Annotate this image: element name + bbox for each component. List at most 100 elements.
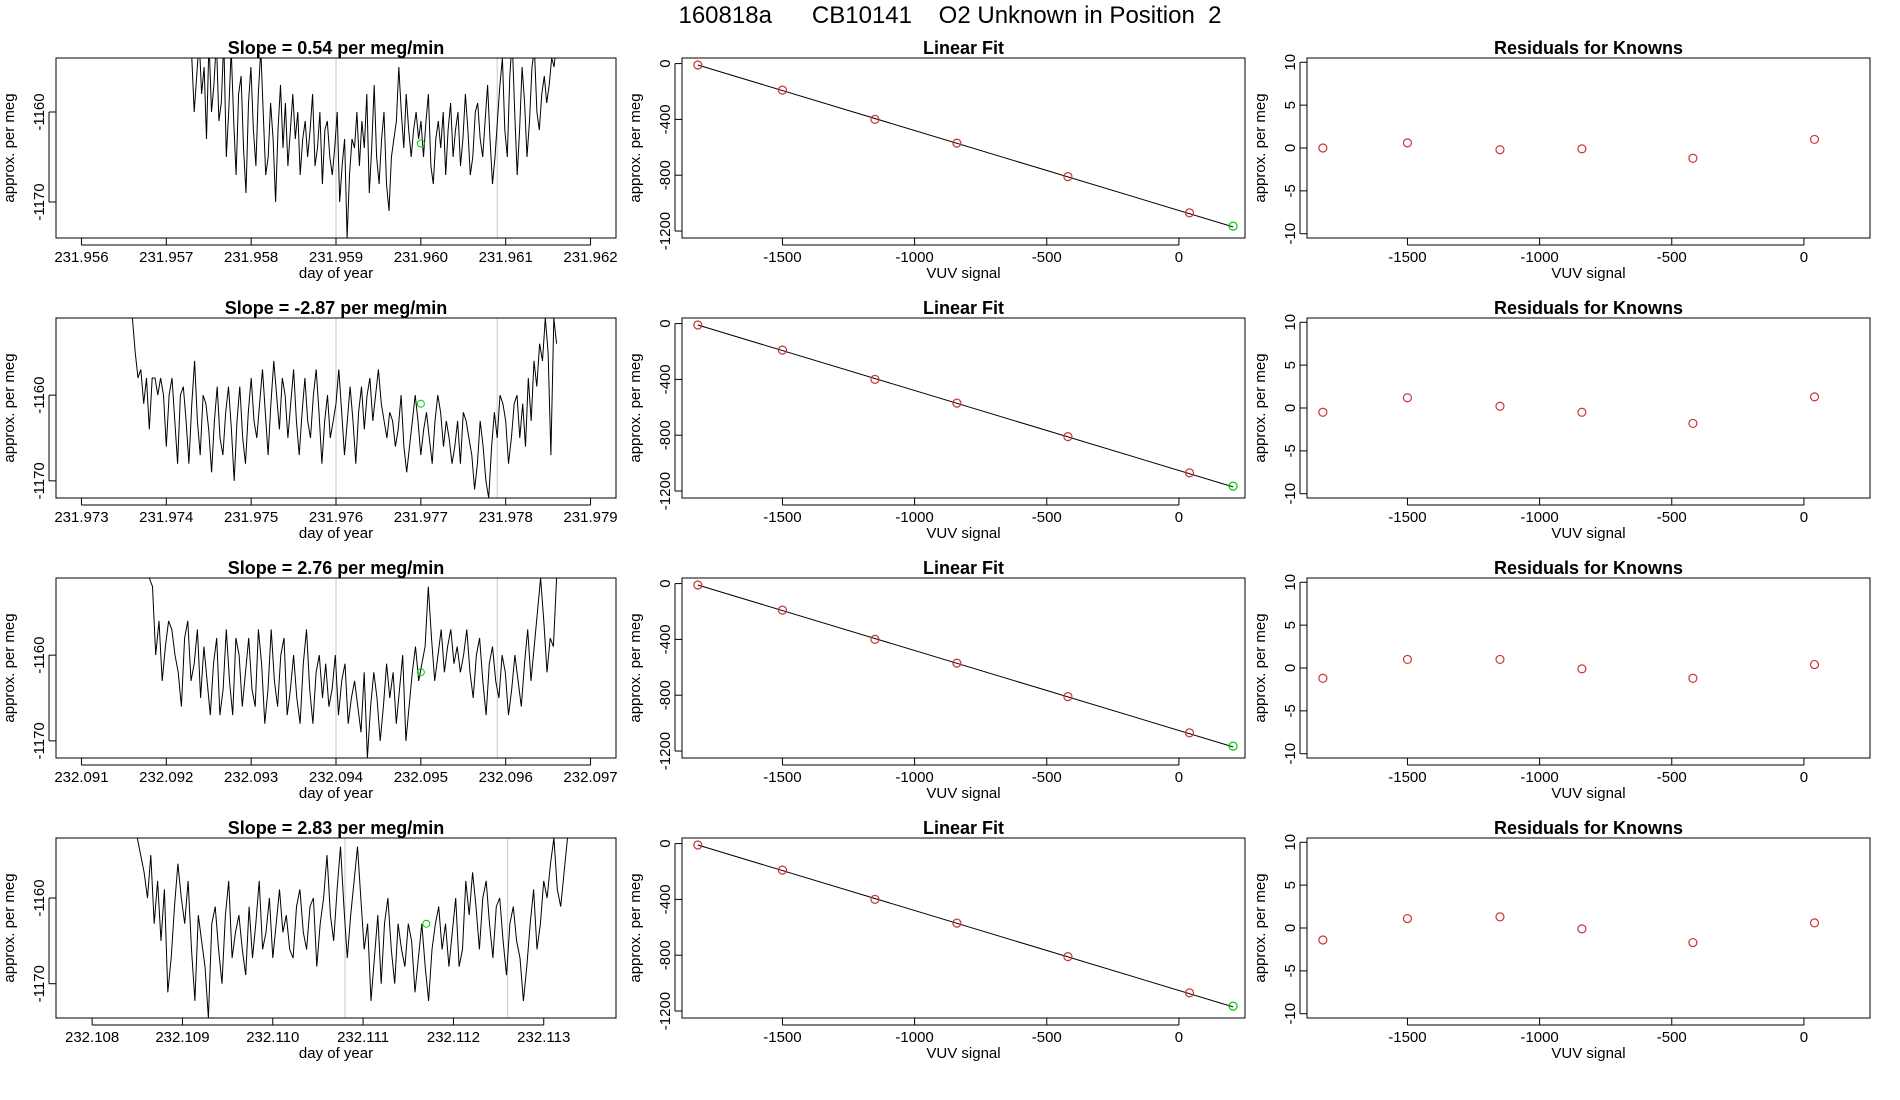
plot-frame	[681, 577, 1246, 759]
x-tick-label: 231.962	[563, 249, 617, 266]
y-axis-label: approx. per meg	[1, 93, 18, 202]
plot-frame	[681, 57, 1246, 239]
panel-title: Linear Fit	[923, 38, 1004, 58]
x-axis-label: VUV signal	[926, 265, 1000, 282]
x-tick-label: -1500	[1388, 249, 1426, 266]
series-line	[148, 578, 558, 758]
series-line	[131, 318, 558, 498]
data-point	[1063, 692, 1073, 702]
y-axis-label: approx. per meg	[627, 353, 644, 462]
data-point	[1318, 935, 1328, 945]
data-point	[1577, 144, 1587, 154]
x-tick-label: 231.959	[309, 249, 363, 266]
x-tick-label: 232.093	[224, 769, 278, 786]
x-tick-label: -1000	[1520, 249, 1558, 266]
panel-fit-4: Linear Fit 0 -400 -800 -1200 approx. per meg -…	[627, 818, 1246, 1062]
y-tick-label: -5	[1282, 704, 1299, 717]
x-tick-label: -1500	[1388, 1029, 1426, 1046]
data-point	[1184, 988, 1195, 998]
data-point	[777, 605, 788, 615]
fit-line	[697, 584, 1234, 748]
x-tick-label: -1000	[895, 249, 933, 266]
unknown-point	[422, 919, 431, 928]
y-axis-label: approx. per meg	[1252, 353, 1269, 462]
y-axis-label: approx. per meg	[1252, 873, 1269, 982]
panel-res-1: Residuals for Knowns 10 5 0 -5 -10 approx. per…	[1252, 38, 1871, 282]
x-tick-label: 231.978	[479, 509, 533, 526]
data-point	[1809, 918, 1820, 928]
y-tick-label: -10	[1282, 743, 1299, 765]
panel-ts-4: Slope = 2.83 per meg/min -1160 -1170 approx…	[1, 818, 617, 1062]
data-point	[952, 658, 962, 668]
plot-content	[693, 840, 1238, 1011]
x-tick-label: 232.097	[563, 769, 617, 786]
panel-title: Residuals for Knowns	[1494, 298, 1683, 318]
data-point	[693, 840, 703, 850]
y-axis-label: approx. per meg	[627, 613, 644, 722]
x-tick-label: -1500	[763, 249, 801, 266]
y-tick-label: 0	[1282, 144, 1299, 152]
y-tick-label: -5	[1282, 444, 1299, 457]
fit-line	[697, 64, 1234, 228]
y-tick-label: -5	[1282, 964, 1299, 977]
fit-line	[697, 844, 1234, 1008]
y-axis-label: approx. per meg	[1, 353, 18, 462]
x-tick-label: 231.973	[54, 509, 108, 526]
data-point	[1318, 407, 1328, 417]
x-tick-label: -500	[1657, 509, 1687, 526]
x-tick-label: 232.108	[65, 1029, 119, 1046]
x-tick-label: 0	[1800, 1029, 1808, 1046]
y-tick-label: -800	[657, 420, 674, 450]
y-tick-label: -1170	[31, 462, 48, 499]
data-point	[777, 85, 788, 95]
y-tick-label: -1170	[31, 965, 48, 1002]
x-tick-label: 0	[1175, 249, 1183, 266]
unknown-point	[1228, 221, 1238, 231]
x-axis-label: day of year	[299, 785, 373, 802]
plot-frame	[1306, 317, 1871, 499]
x-tick-label: 232.092	[139, 769, 193, 786]
y-tick-label: -1160	[31, 637, 48, 674]
data-point	[777, 865, 788, 875]
panel-title: Slope = 2.83 per meg/min	[228, 818, 445, 838]
plot-frame	[1306, 57, 1871, 239]
panel-fit-2: Linear Fit 0 -400 -800 -1200 approx. per meg -…	[627, 298, 1246, 542]
plot-frame	[1306, 577, 1871, 759]
y-tick-label: -1160	[31, 879, 48, 916]
data-point	[777, 345, 788, 355]
plot-content	[131, 318, 558, 498]
panel-title: Linear Fit	[923, 298, 1004, 318]
x-axis-label: VUV signal	[1551, 525, 1625, 542]
y-tick-label: -1160	[31, 93, 48, 130]
y-tick-label: -1170	[31, 183, 48, 220]
y-tick-label: -10	[1282, 223, 1299, 245]
x-tick-label: -1000	[1520, 1029, 1558, 1046]
x-tick-label: -1000	[895, 769, 933, 786]
data-point	[1063, 172, 1073, 182]
data-point	[1809, 392, 1820, 402]
x-tick-label: 232.112	[427, 1029, 480, 1046]
x-tick-label: 231.960	[394, 249, 448, 266]
x-axis-label: day of year	[299, 1045, 373, 1062]
data-point	[1809, 659, 1820, 670]
x-tick-label: -500	[1657, 249, 1687, 266]
x-tick-label: -500	[1032, 249, 1062, 266]
plot-frame	[55, 577, 617, 759]
plot-content	[693, 60, 1238, 231]
data-point	[1318, 143, 1328, 153]
x-tick-label: 232.095	[394, 769, 448, 786]
x-axis-label: day of year	[299, 525, 373, 542]
data-point	[1577, 407, 1587, 417]
data-point	[870, 114, 880, 124]
panel-res-4: Residuals for Knowns 10 5 0 -5 -10 approx. per…	[1252, 818, 1871, 1062]
x-axis-label: day of year	[299, 265, 373, 282]
data-point	[1184, 468, 1195, 478]
x-tick-label: 232.111	[337, 1029, 389, 1046]
data-point	[1318, 673, 1328, 683]
y-tick-label: 0	[1282, 404, 1299, 412]
plot-frame	[1306, 837, 1871, 1019]
data-point	[870, 634, 880, 644]
y-tick-label: 0	[1282, 924, 1299, 932]
x-tick-label: 231.961	[479, 249, 533, 266]
